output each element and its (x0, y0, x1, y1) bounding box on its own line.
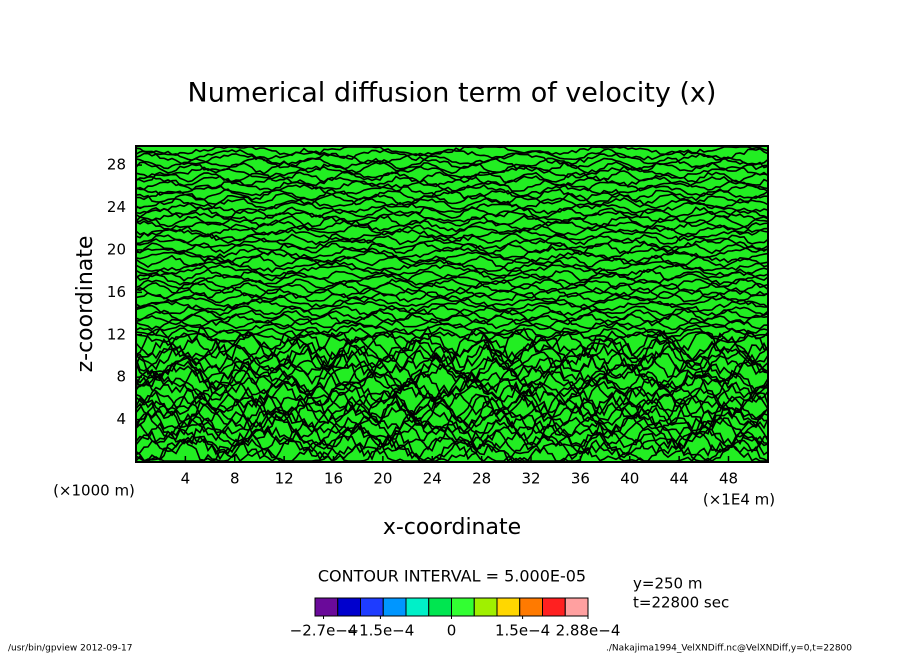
contour-line (135, 433, 769, 463)
contour-line (135, 236, 769, 251)
contour-line (135, 313, 769, 327)
contour-line (135, 286, 769, 300)
contour-line (135, 214, 769, 229)
contour-line (135, 365, 769, 397)
contour-line (135, 361, 769, 394)
colorbar-box (451, 597, 475, 617)
contour-line (135, 263, 769, 278)
contour-line (135, 156, 769, 171)
contour-line (135, 183, 769, 197)
colorbar-box (496, 597, 521, 617)
contour-line (135, 205, 769, 219)
x-tick-label: 48 (719, 470, 738, 488)
contour-line (135, 268, 769, 282)
footer-right: ./Nakajima1994_VelXNDiff.nc@VelXNDiff,y=… (606, 644, 852, 654)
x-unit: (×1E4 m) (703, 491, 775, 509)
x-tick-label: 40 (620, 470, 639, 488)
colorbar-box (382, 597, 407, 617)
y-tick-label: 20 (107, 240, 126, 258)
colorbar-box (519, 597, 543, 617)
contour-line (135, 179, 769, 192)
colorbar-label: −2.7e−4 (290, 622, 358, 640)
x-tick-label: 32 (521, 470, 540, 488)
contour-line (135, 245, 769, 260)
contour-line (135, 146, 769, 157)
x-tick-label: 8 (230, 470, 240, 488)
contour-line (135, 273, 769, 287)
contour-line (135, 196, 769, 211)
contour-line (135, 349, 769, 381)
y-tick-label: 4 (116, 410, 126, 428)
contour-line (135, 325, 769, 358)
colorbar-label: 2.88e−4 (556, 622, 621, 640)
contour-line (135, 219, 769, 233)
colorbar-box (428, 597, 452, 617)
colorbar-label: 1.5e−4 (495, 622, 550, 640)
x-tick-label: 28 (472, 470, 491, 488)
y-tick-label: 12 (107, 325, 126, 343)
x-tick-label: 44 (670, 470, 689, 488)
colorbar-box (405, 597, 430, 617)
contour-line (135, 384, 769, 417)
footer-left: /usr/bin/gpview 2012-09-17 (8, 644, 132, 654)
contour-line (135, 429, 769, 461)
y-tick-label: 28 (107, 156, 126, 174)
contour-line (135, 147, 769, 162)
plot-frame (135, 145, 769, 463)
x-axis-label: x-coordinate (383, 515, 521, 540)
y-tick-label: 8 (116, 368, 126, 386)
x-tick-label: 4 (181, 470, 191, 488)
contour-lines (135, 146, 769, 463)
contour-line (135, 379, 769, 411)
colorbar-box (542, 597, 566, 617)
contour-line (135, 299, 769, 313)
chart-title: Numerical diffusion term of velocity (x) (188, 78, 717, 109)
x-tick-label: 16 (324, 470, 343, 488)
contour-line (135, 165, 769, 179)
contour-line (135, 304, 769, 318)
contour-line (135, 161, 769, 175)
contour-line (135, 223, 769, 237)
contour-interval: CONTOUR INTERVAL = 5.000E-05 (318, 567, 586, 586)
contour-line (135, 397, 769, 430)
contour-line (135, 290, 769, 304)
contour-line (135, 281, 769, 296)
colorbar-box (473, 597, 498, 617)
contour-line (135, 254, 769, 269)
annotation: t=22800 sec (633, 594, 729, 612)
contour-line (135, 338, 769, 372)
contour-line (135, 170, 769, 184)
contour-line (135, 250, 769, 264)
contour-line (135, 352, 769, 385)
y-unit: (×1000 m) (53, 482, 135, 500)
contour-line (135, 356, 769, 390)
contour-line (135, 331, 769, 363)
x-tick-label: 24 (423, 470, 442, 488)
contour-line (135, 192, 768, 206)
x-tick-label: 12 (275, 470, 294, 488)
colorbar-box (360, 597, 384, 617)
y-tick-label: 24 (107, 198, 126, 216)
colorbar-label: −1.5e−4 (347, 622, 415, 640)
contour-line (135, 174, 769, 188)
contour-line (135, 188, 769, 202)
contour-line (135, 401, 769, 434)
colorbar-box (337, 597, 361, 617)
annotation: y=250 m (633, 575, 702, 593)
y-tick-label: 16 (107, 283, 126, 301)
colorbar-box (564, 597, 589, 617)
colorbar-label: 0 (447, 622, 457, 640)
x-tick-label: 36 (571, 470, 590, 488)
y-axis-label: z-coordinate (73, 236, 98, 373)
colorbar-box (314, 597, 339, 617)
contour-line (135, 210, 769, 224)
x-tick-label: 20 (373, 470, 392, 488)
contour-line (135, 259, 769, 274)
